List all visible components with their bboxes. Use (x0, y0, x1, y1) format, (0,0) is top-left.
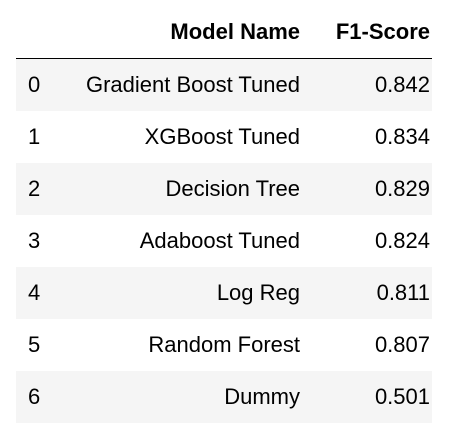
f1-score-cell: 0.834 (374, 124, 430, 149)
table-row: 2 Decision Tree 0.829 (16, 163, 432, 215)
results-table: Model Name F1-Score 0 Gradient Boost Tun… (16, 6, 432, 423)
model-name-cell: Decision Tree (165, 176, 300, 201)
index-header (16, 6, 56, 59)
model-name-cell: Adaboost Tuned (139, 228, 300, 253)
model-name-cell: XGBoost Tuned (144, 124, 300, 149)
f1-score-cell: 0.829 (374, 176, 430, 201)
row-index: 6 (28, 384, 41, 409)
row-index: 2 (28, 176, 41, 201)
model-name-cell: Dummy (224, 384, 300, 409)
row-index: 1 (28, 124, 41, 149)
f1-score-header: F1-Score (300, 6, 432, 59)
table-row: 3 Adaboost Tuned 0.824 (16, 215, 432, 267)
table-row: 1 XGBoost Tuned 0.834 (16, 111, 432, 163)
table-body: 0 Gradient Boost Tuned 0.842 1 XGBoost T… (16, 58, 432, 423)
f1-score-cell: 0.842 (374, 72, 430, 97)
f1-score-cell: 0.807 (374, 332, 430, 357)
row-index: 3 (28, 228, 41, 253)
model-name-cell: Gradient Boost Tuned (85, 72, 300, 97)
model-name-cell: Log Reg (216, 280, 300, 305)
header-row: Model Name F1-Score (16, 6, 432, 59)
row-index: 0 (28, 72, 41, 97)
table-row: 0 Gradient Boost Tuned 0.842 (16, 58, 432, 111)
model-name-cell: Random Forest (148, 332, 300, 357)
row-index: 5 (28, 332, 41, 357)
table-header: Model Name F1-Score (16, 6, 432, 59)
f1-score-cell: 0.811 (376, 280, 430, 305)
row-index: 4 (28, 280, 41, 305)
model-name-header: Model Name (56, 6, 300, 59)
table-row: 4 Log Reg 0.811 (16, 267, 432, 319)
table-row: 5 Random Forest 0.807 (16, 319, 432, 371)
f1-score-cell: 0.824 (374, 228, 430, 253)
table-row: 6 Dummy 0.501 (16, 371, 432, 423)
f1-score-cell: 0.501 (374, 384, 430, 409)
